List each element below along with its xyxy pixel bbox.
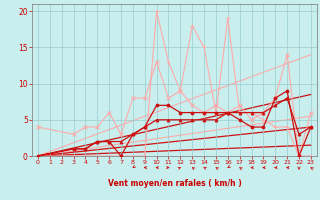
X-axis label: Vent moyen/en rafales ( km/h ): Vent moyen/en rafales ( km/h ) [108, 179, 241, 188]
